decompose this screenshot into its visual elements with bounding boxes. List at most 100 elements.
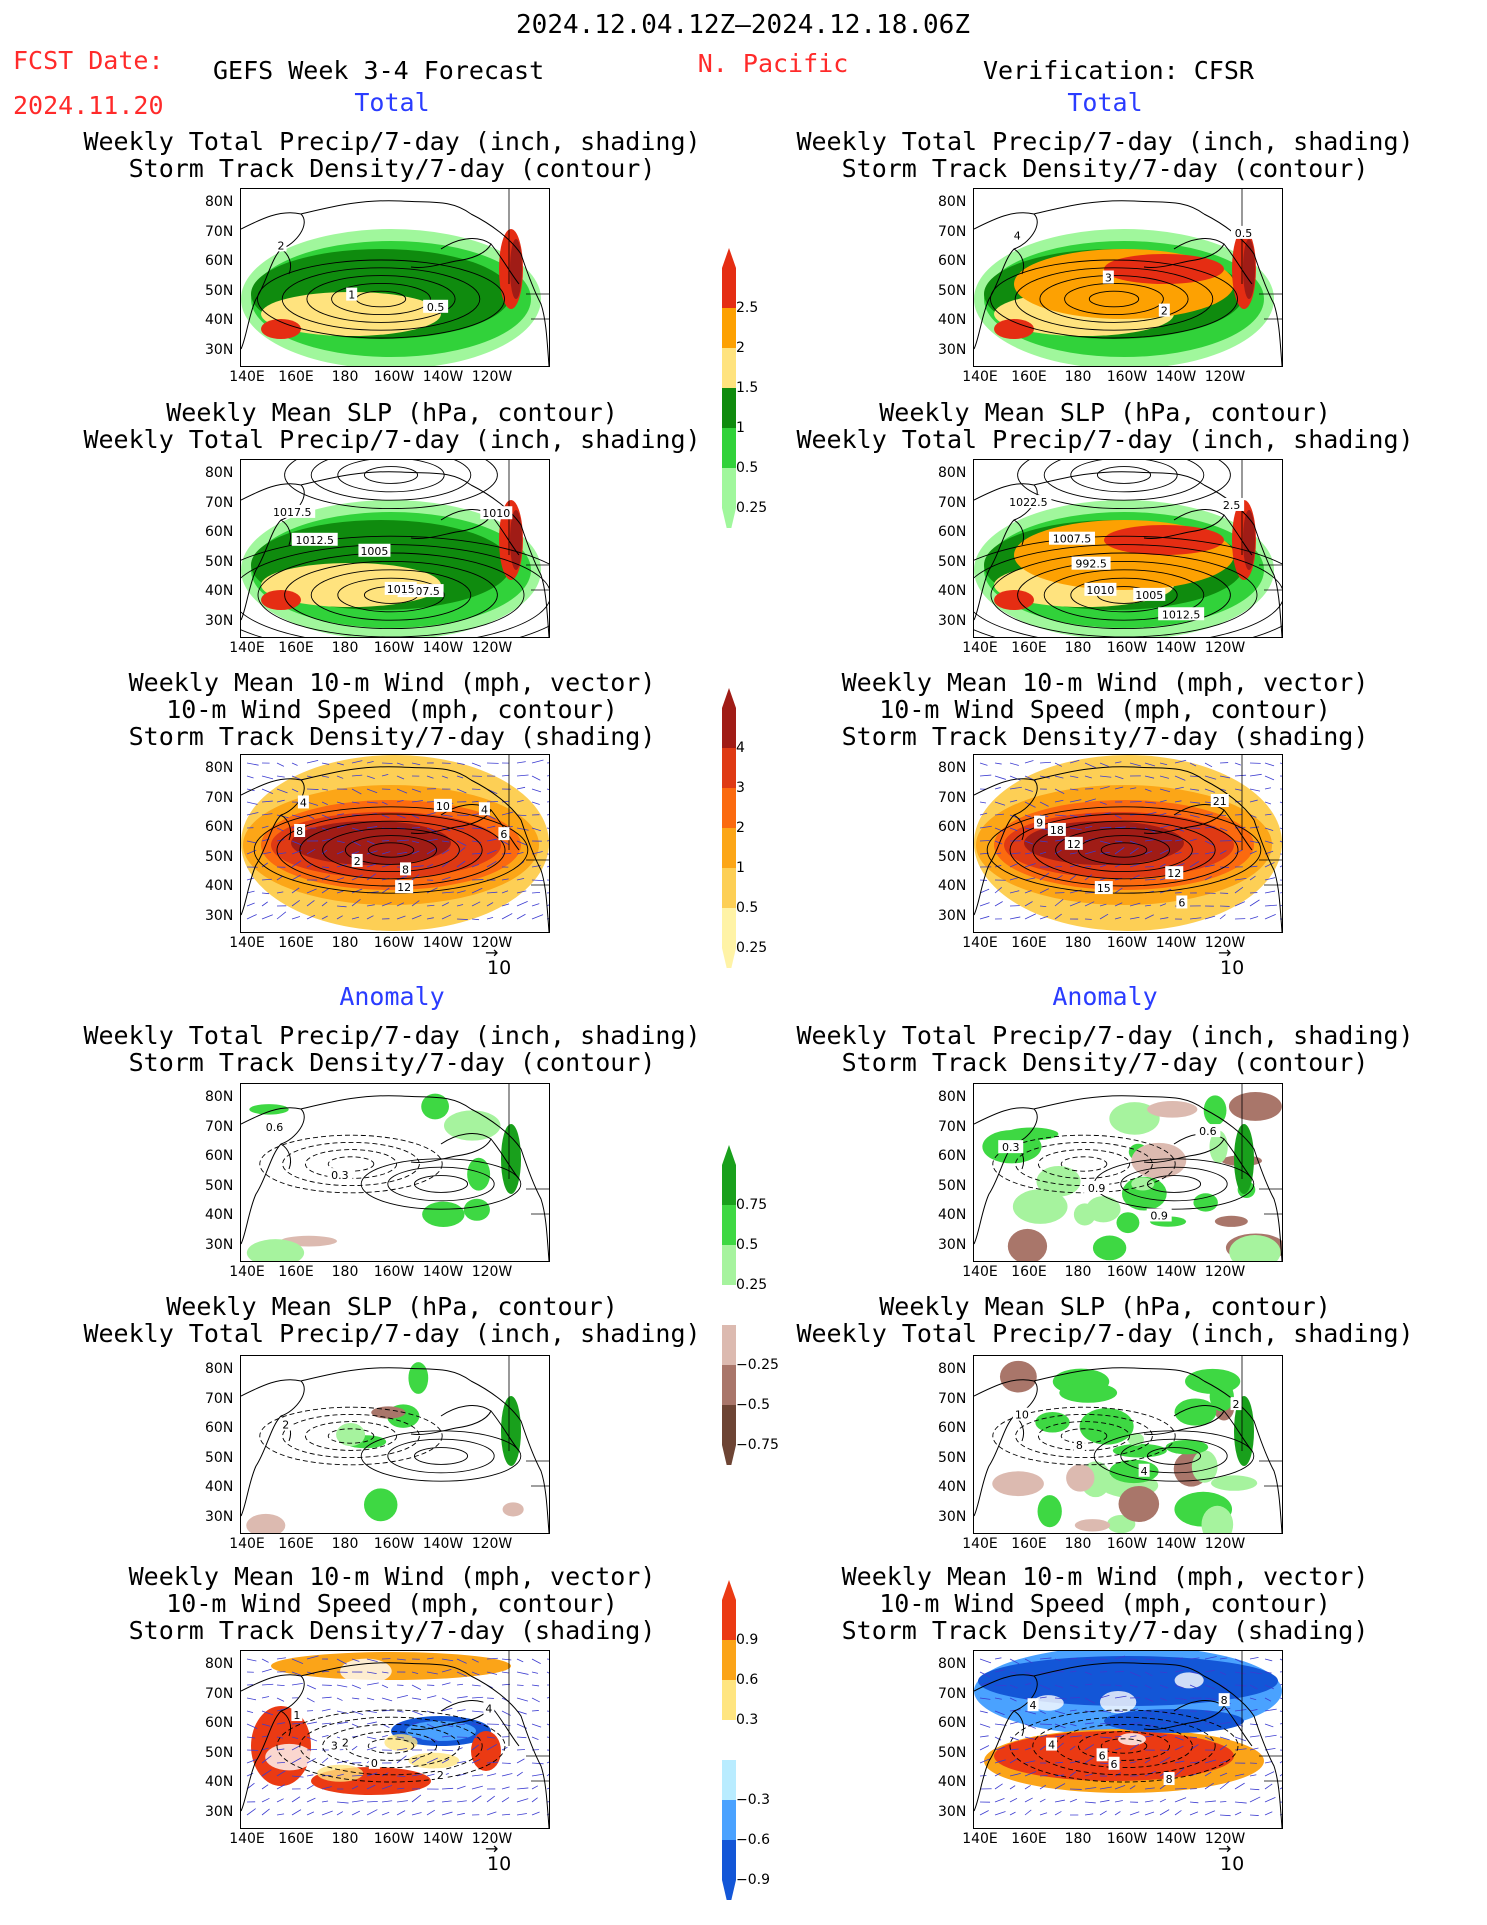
track-anom-shade: [978, 1656, 1278, 1706]
wind-vector: [471, 1744, 480, 1751]
vector-ref-label: 10: [487, 1853, 512, 1875]
wind-vector: [246, 1808, 256, 1816]
track-contour: [990, 259, 1238, 339]
wind-vector: [441, 840, 450, 843]
wind-vector: [291, 899, 300, 907]
wind-vector: [471, 852, 482, 855]
contour-label: 2: [1230, 1397, 1242, 1411]
wind-vector: [1204, 813, 1213, 816]
wind-vector: [396, 799, 404, 803]
wind-vector: [1024, 913, 1036, 920]
precip-anom-shade: [1109, 1102, 1160, 1135]
lat-label: 60N: [938, 1715, 967, 1731]
wind-vector: [336, 824, 348, 829]
wind-vector: [1144, 1735, 1153, 1738]
wind-vector: [1219, 827, 1228, 832]
lon-label: 160E: [278, 369, 314, 385]
wind-vector: [306, 759, 319, 764]
wind-vector: [1144, 1811, 1155, 1816]
wind-vector: [441, 1787, 454, 1790]
wind-vector: [979, 1658, 992, 1664]
wind-vector: [1279, 1697, 1282, 1700]
wind-vector: [306, 1784, 314, 1790]
wind-speed-contour: [253, 806, 529, 894]
svg-text:12: 12: [1167, 867, 1181, 880]
wind-vector: [396, 1748, 408, 1751]
wind-vector: [321, 1774, 332, 1777]
wind-vector: [291, 1658, 304, 1665]
lat-label: 30N: [938, 907, 967, 924]
lat-label: 40N: [938, 878, 967, 894]
wind-vector: [381, 801, 388, 805]
wind-speed-contour: [322, 1723, 460, 1769]
wind-vector: [1249, 1697, 1257, 1701]
wind-vector: [516, 901, 528, 907]
wind-vector: [994, 813, 1005, 816]
lat-label: 50N: [938, 1177, 967, 1194]
wind-vector: [1054, 1734, 1066, 1738]
lat-label: 40N: [205, 878, 234, 894]
lat-label: 30N: [205, 341, 234, 358]
precip-anom-shade: [1234, 1124, 1254, 1194]
lon-label: 180: [1064, 1264, 1092, 1280]
contour-label: 2: [434, 1768, 446, 1782]
svg-text:2: 2: [278, 239, 285, 252]
wind-vector: [336, 775, 344, 779]
precip-shade: [261, 319, 301, 339]
wind-vector: [1129, 1671, 1141, 1677]
wind-vector: [411, 1671, 419, 1674]
wind-vector: [1054, 1774, 1065, 1777]
svg-text:1010: 1010: [1086, 584, 1114, 597]
wind-vector: [351, 1723, 359, 1728]
panel-title-line: Weekly Mean SLP (hPa, contour): [166, 398, 618, 427]
svg-text:1: 1: [293, 1709, 300, 1722]
lon-label: 140W: [422, 935, 464, 951]
wind-vector: [1234, 762, 1242, 766]
wind-vector: [1144, 878, 1156, 881]
panel-title-line: Storm Track Density/7-day (shading): [128, 1616, 656, 1645]
anom-contour: [1146, 1447, 1202, 1465]
wind-vector: [321, 788, 328, 791]
section-total-right: Total: [1067, 88, 1143, 117]
anom-contour: [282, 1413, 420, 1459]
wind-vector: [1054, 762, 1063, 767]
svg-text:2: 2: [437, 1769, 444, 1782]
wind-vector: [1039, 872, 1050, 881]
wind-vector: [486, 1743, 498, 1751]
wind-vector: [1234, 840, 1242, 842]
precip-anom-shade: [1201, 1505, 1234, 1533]
svg-text:0: 0: [371, 1757, 378, 1770]
wind-vector: [1234, 1671, 1246, 1675]
wind-vector: [336, 1801, 349, 1804]
wind-vector: [1249, 1788, 1260, 1791]
wind-vector: [1054, 1761, 1063, 1764]
wind-vector: [336, 801, 345, 805]
wind-vector: [994, 1710, 1005, 1716]
wind-vector: [321, 866, 329, 868]
wind-vector: [1114, 887, 1123, 894]
wind-vector: [456, 1785, 466, 1790]
wind-vector: [336, 1658, 347, 1665]
coastline: [1143, 509, 1225, 539]
panel-title-line: 10-m Wind Speed (mph, contour): [879, 695, 1331, 724]
wind-vector: [1159, 1756, 1171, 1764]
lon-label: 140E: [229, 1831, 265, 1847]
wind-vector: [1039, 1710, 1046, 1715]
precip-anom-shade: [1112, 1443, 1167, 1458]
wind-vector: [1234, 901, 1245, 907]
vector-ref-label: 10: [1220, 957, 1245, 979]
wind-vector: [441, 1800, 452, 1803]
wind-vector: [321, 1722, 332, 1725]
wind-vector: [1009, 1785, 1016, 1790]
wind-vector: [486, 849, 497, 855]
coastline: [300, 766, 472, 781]
lat-label: 30N: [205, 1508, 234, 1525]
lon-label: 140W: [1155, 1831, 1197, 1847]
wind-vector: [426, 1736, 439, 1742]
lat-label: 80N: [205, 465, 234, 481]
wind-vector: [1024, 1785, 1031, 1790]
wind-vector: [1174, 1760, 1185, 1764]
wind-vector: [441, 1669, 452, 1673]
colorbar-swatch: [722, 788, 736, 828]
wind-vector: [516, 799, 524, 803]
